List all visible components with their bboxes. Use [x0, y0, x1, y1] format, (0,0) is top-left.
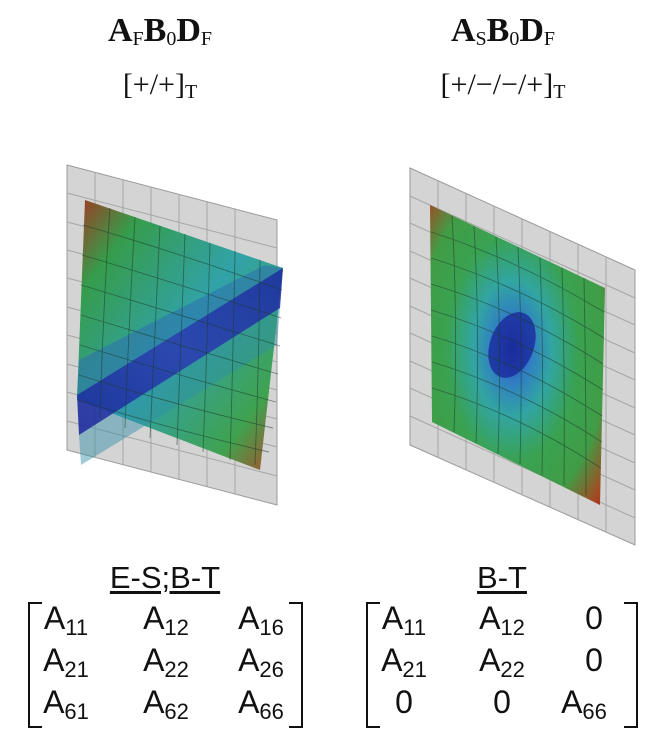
right-layup: [+/−/−/+]T	[440, 68, 566, 103]
left-bracket-close	[289, 602, 303, 728]
left-m66: A66	[238, 684, 284, 724]
right-deformed-plate	[409, 167, 636, 546]
left-m12: A12	[143, 600, 189, 640]
left-title: AFB0DF	[107, 12, 213, 50]
right-bracket-open	[366, 602, 380, 728]
right-matrix-label: B-T	[477, 560, 527, 595]
right-m21: A21	[381, 642, 427, 682]
left-m21: A21	[43, 642, 89, 682]
left-bracket-open	[28, 602, 42, 728]
left-low-band	[77, 268, 283, 435]
right-m12: A12	[479, 600, 525, 640]
left-layup: [+/+]T	[122, 68, 198, 103]
left-m61: A61	[43, 684, 89, 724]
right-stiffness-matrix: A11 A12 0 A21 A22 0 0 0 A66	[366, 598, 638, 730]
right-m66: A66	[561, 684, 607, 724]
right-m22: A22	[479, 642, 525, 682]
left-m22: A22	[143, 642, 189, 682]
left-deformed-plate	[66, 164, 283, 506]
right-m11: A11	[381, 600, 427, 640]
left-m16: A16	[238, 600, 284, 640]
right-m61: 0	[395, 684, 413, 720]
right-m16: 0	[585, 600, 603, 636]
left-m62: A62	[143, 684, 189, 724]
left-m11: A11	[43, 600, 89, 640]
right-title: ASB0DF	[450, 12, 556, 50]
left-stiffness-matrix: A11 A12 A16 A21 A22 A26 A61 A62 A66	[28, 598, 303, 730]
left-m26: A26	[238, 642, 284, 682]
left-matrix-label: E-S;B-T	[109, 560, 221, 595]
right-m62: 0	[493, 684, 511, 720]
right-m26: 0	[585, 642, 603, 678]
right-bracket-close	[624, 602, 638, 728]
